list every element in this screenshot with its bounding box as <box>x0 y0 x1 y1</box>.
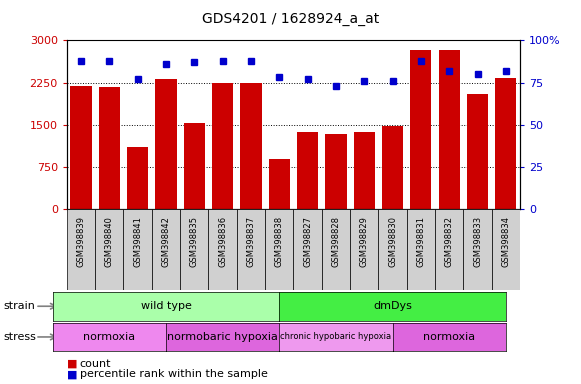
Bar <box>464 209 492 290</box>
Text: GSM398841: GSM398841 <box>133 216 142 266</box>
Text: GSM398832: GSM398832 <box>444 216 454 267</box>
Text: GDS4201 / 1628924_a_at: GDS4201 / 1628924_a_at <box>202 12 379 25</box>
Bar <box>297 132 318 209</box>
Bar <box>123 209 152 290</box>
Text: GSM398840: GSM398840 <box>105 216 114 266</box>
Text: wild type: wild type <box>141 301 191 311</box>
Text: GSM398831: GSM398831 <box>417 216 425 267</box>
Text: GSM398839: GSM398839 <box>77 216 85 267</box>
Bar <box>467 94 488 209</box>
Bar <box>492 209 520 290</box>
Text: GSM398828: GSM398828 <box>331 216 340 267</box>
Bar <box>265 209 293 290</box>
Bar <box>410 50 432 209</box>
Bar <box>241 83 261 209</box>
Bar <box>407 209 435 290</box>
Bar <box>155 79 177 209</box>
Text: GSM398836: GSM398836 <box>218 216 227 267</box>
Text: normoxia: normoxia <box>423 332 475 342</box>
Bar <box>237 209 265 290</box>
Text: normoxia: normoxia <box>83 332 135 342</box>
Bar <box>435 209 464 290</box>
Text: GSM398842: GSM398842 <box>162 216 170 266</box>
Text: strain: strain <box>3 301 35 311</box>
Bar <box>293 209 322 290</box>
Text: percentile rank within the sample: percentile rank within the sample <box>80 369 267 379</box>
Bar <box>495 78 517 209</box>
Text: chronic hypobaric hypoxia: chronic hypobaric hypoxia <box>280 333 392 341</box>
Bar <box>325 134 346 209</box>
Text: dmDys: dmDys <box>373 301 412 311</box>
Bar <box>99 87 120 209</box>
Text: stress: stress <box>3 332 36 342</box>
Text: GSM398830: GSM398830 <box>388 216 397 267</box>
Text: ■: ■ <box>67 359 77 369</box>
Bar <box>209 209 237 290</box>
Text: GSM398838: GSM398838 <box>275 216 284 267</box>
Bar <box>382 126 403 209</box>
Bar <box>127 147 148 209</box>
Bar <box>184 122 205 209</box>
Bar <box>378 209 407 290</box>
Bar <box>95 209 123 290</box>
Text: GSM398833: GSM398833 <box>473 216 482 267</box>
Bar <box>70 86 92 209</box>
Bar <box>322 209 350 290</box>
Text: GSM398829: GSM398829 <box>360 216 369 266</box>
Text: normobaric hypoxia: normobaric hypoxia <box>167 332 278 342</box>
Text: GSM398827: GSM398827 <box>303 216 312 267</box>
Bar <box>439 50 460 209</box>
Text: GSM398835: GSM398835 <box>190 216 199 267</box>
Bar <box>212 83 233 209</box>
Text: GSM398834: GSM398834 <box>501 216 510 267</box>
Bar <box>268 159 290 209</box>
Bar <box>67 209 95 290</box>
Bar <box>180 209 209 290</box>
Bar <box>152 209 180 290</box>
Text: GSM398837: GSM398837 <box>246 216 256 267</box>
Text: count: count <box>80 359 111 369</box>
Text: ■: ■ <box>67 369 77 379</box>
Bar <box>354 132 375 209</box>
Bar <box>350 209 378 290</box>
